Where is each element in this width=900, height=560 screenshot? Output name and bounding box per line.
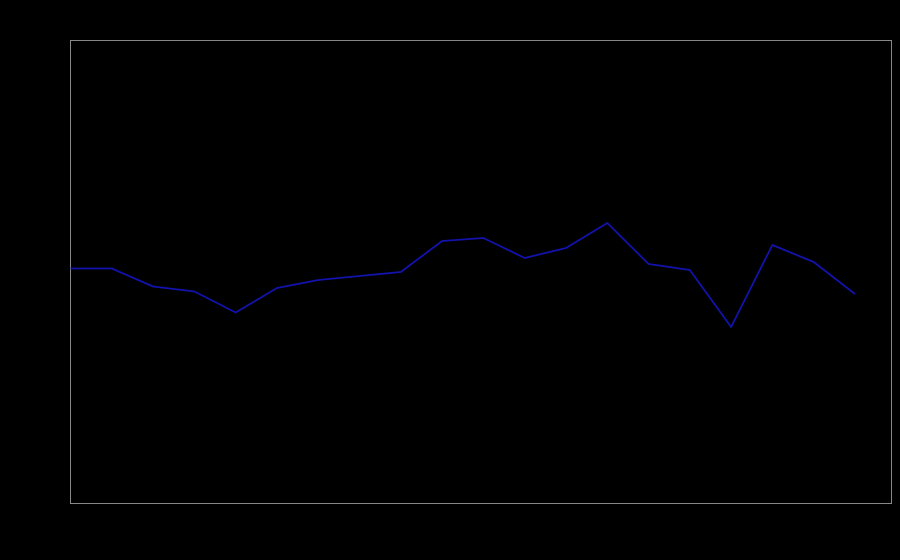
- data-series-line: [70, 222, 856, 328]
- plot-border: [70, 40, 892, 504]
